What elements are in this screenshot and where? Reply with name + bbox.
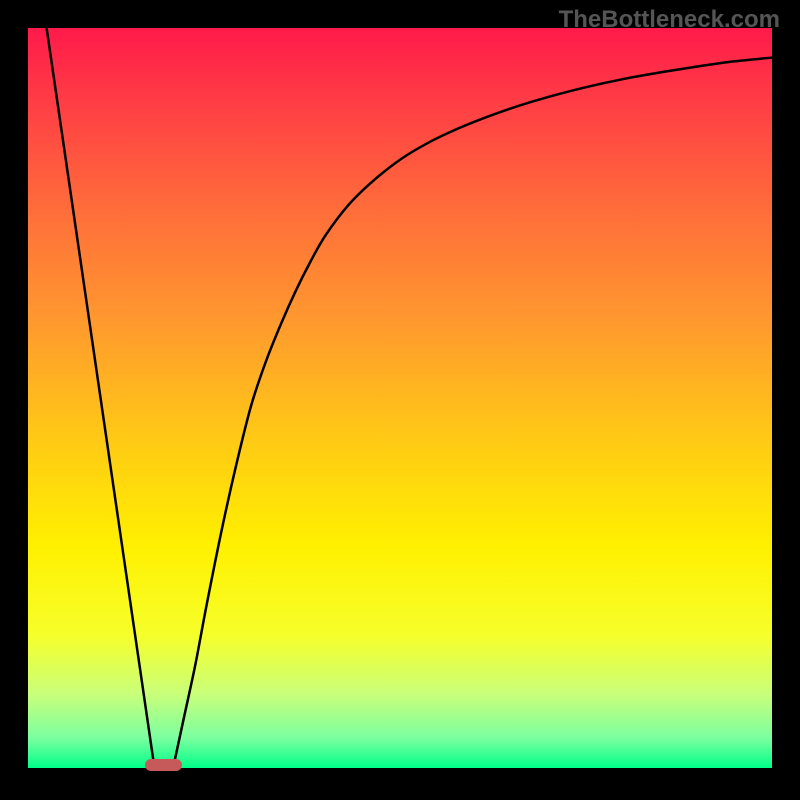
- chart-container: TheBottleneck.com: [0, 0, 800, 800]
- bottleneck-marker: [145, 759, 182, 770]
- plot-area: [28, 28, 772, 768]
- curves-layer: [28, 28, 772, 768]
- watermark-text: TheBottleneck.com: [559, 6, 780, 34]
- right-curve: [173, 58, 772, 768]
- left-line: [47, 28, 155, 768]
